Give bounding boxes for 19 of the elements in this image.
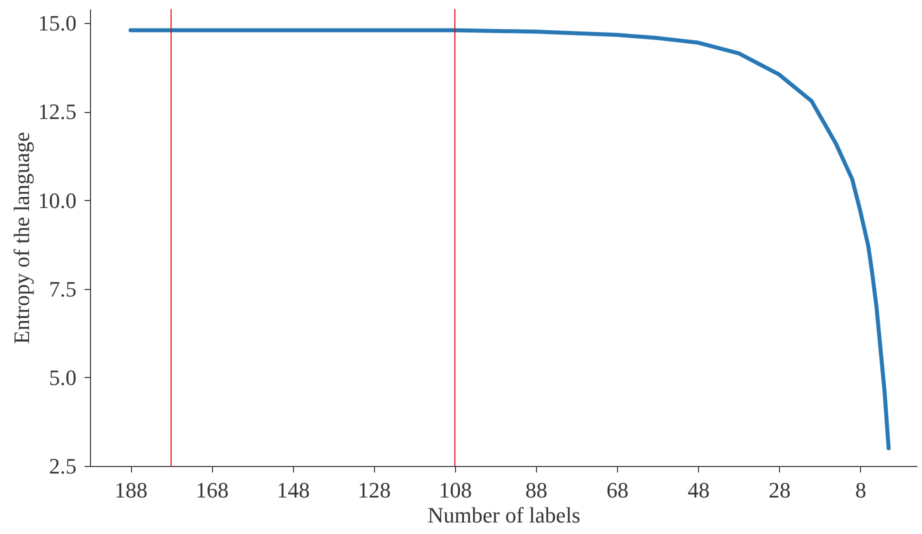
y-tick-label: 12.5 <box>38 99 76 124</box>
x-tick-label: 188 <box>114 478 148 502</box>
y-axis-title: Entropy of the language <box>9 132 34 344</box>
x-tick-label: 128 <box>358 478 391 502</box>
x-tick-label: 68 <box>606 478 629 502</box>
x-tick-label: 88 <box>525 478 548 502</box>
x-tick-label: 8 <box>855 478 866 502</box>
y-tick-label: 5.0 <box>49 364 76 390</box>
y-tick-label: 10.0 <box>38 188 76 213</box>
y-tick-label: 2.5 <box>49 454 76 478</box>
x-tick-label: 168 <box>196 478 229 502</box>
x-tick-label: 48 <box>688 478 710 502</box>
y-tick-label: 7.5 <box>49 276 76 302</box>
x-axis-title: Number of labels <box>428 502 580 528</box>
x-tick-label: 28 <box>768 478 791 502</box>
y-tick-label: 15.0 <box>38 10 76 36</box>
x-tick-label: 148 <box>276 478 310 502</box>
line-series <box>128 28 891 450</box>
x-tick-label: 108 <box>438 478 472 502</box>
